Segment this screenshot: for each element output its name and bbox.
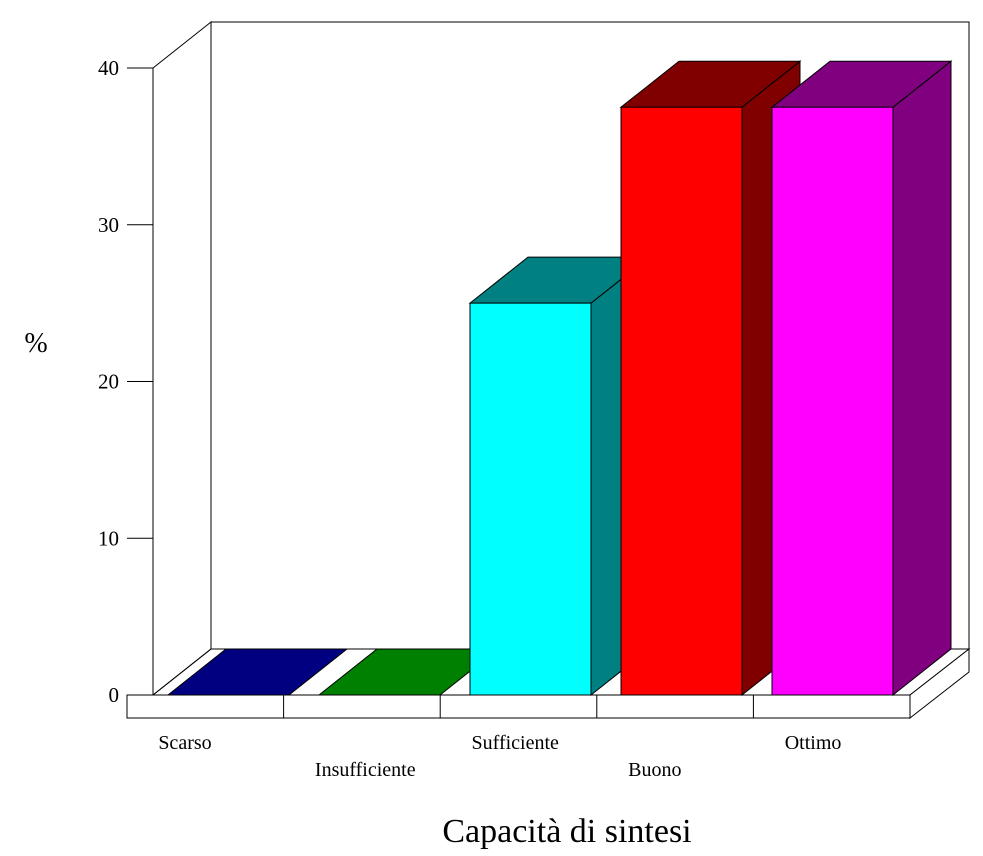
x-tick-label: Ottimo xyxy=(785,732,842,754)
x-axis-label: Capacità di sintesi xyxy=(442,813,691,850)
y-tick-label: 40 xyxy=(98,56,119,80)
x-tick-label: Buono xyxy=(628,759,681,781)
bars xyxy=(166,60,953,697)
x-tick-label: Sufficiente xyxy=(472,732,560,754)
left-wall xyxy=(152,20,212,697)
y-tick-label: 20 xyxy=(98,370,119,394)
bar-top xyxy=(166,648,349,696)
floor-front xyxy=(126,694,911,719)
bar-front xyxy=(771,106,894,696)
x-axis: Scarso Insufficiente Sufficiente Buono Ottim… xyxy=(158,695,841,781)
bar xyxy=(166,648,349,696)
x-tick-label: Scarso xyxy=(158,732,211,754)
y-tick-label: 10 xyxy=(98,526,119,550)
y-axis-label: % xyxy=(24,328,47,359)
bar-front xyxy=(620,106,743,696)
bar xyxy=(770,60,953,697)
y-tick-label: 0 xyxy=(109,683,120,707)
floor-side xyxy=(909,647,970,720)
y-tick-label: 30 xyxy=(98,213,119,237)
x-tick-label: Insufficiente xyxy=(315,759,416,781)
bar-front xyxy=(469,302,592,696)
bar-side xyxy=(892,60,952,697)
y-axis: 0 10 20 30 40 xyxy=(98,56,153,707)
